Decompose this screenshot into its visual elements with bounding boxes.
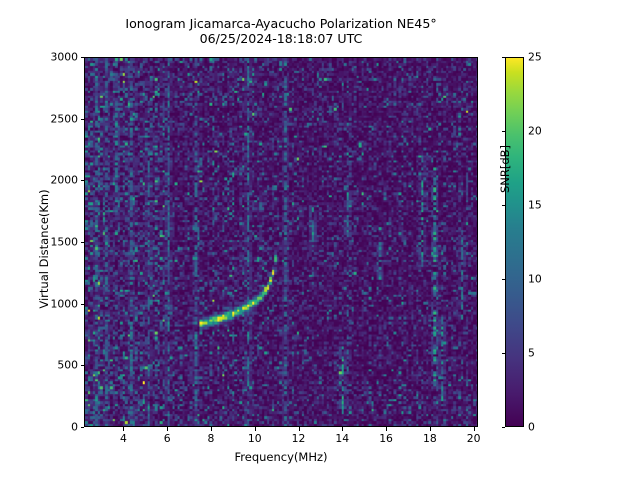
x-tick-label: 20	[466, 432, 481, 445]
colorbar-tick-label: 5	[528, 346, 535, 360]
y-tick-mark	[80, 180, 84, 182]
y-tick-label: 3000	[50, 50, 78, 64]
x-tick-label: 8	[207, 432, 215, 445]
y-tick-label: 2000	[50, 173, 78, 187]
x-tick-label: 16	[379, 432, 393, 445]
x-tick-mark	[342, 427, 344, 431]
colorbar-tick-mark	[501, 353, 505, 354]
x-tick-mark	[167, 427, 169, 431]
y-axis-label: Virtual Distance(Km)	[37, 189, 51, 309]
colorbar-tick-mark	[501, 427, 505, 428]
x-tick-label: 10	[247, 432, 262, 445]
x-tick-mark	[210, 427, 212, 431]
ionogram-plot-area	[84, 57, 478, 427]
y-tick-mark	[80, 242, 84, 243]
colorbar-tick-label: 20	[528, 124, 542, 138]
colorbar-label: SNR[dB]	[498, 144, 512, 194]
colorbar-tick-label: 15	[528, 198, 542, 212]
x-tick-mark	[123, 427, 125, 431]
x-tick-mark	[386, 427, 388, 431]
y-tick-label: 1000	[50, 297, 78, 311]
colorbar-tick-mark	[501, 131, 505, 132]
y-tick-label: 0	[71, 420, 78, 434]
y-tick-mark	[80, 427, 84, 428]
y-tick-label: 500	[57, 358, 78, 372]
chart-title: Ionogram Jicamarca-Ayacucho Polarization…	[84, 16, 478, 46]
x-tick-label: 4	[119, 432, 127, 445]
x-tick-mark	[254, 427, 256, 431]
colorbar-tick-mark	[501, 279, 505, 280]
chart-title-line-2: 06/25/2024-18:18:07 UTC	[199, 31, 363, 46]
y-tick-mark	[80, 57, 84, 58]
x-tick-label: 14	[335, 432, 350, 445]
x-axis-label: Frequency(MHz)	[234, 450, 328, 464]
chart-title-line-1: Ionogram Jicamarca-Ayacucho Polarization…	[125, 16, 437, 31]
colorbar-tick-mark	[501, 205, 505, 206]
colorbar	[505, 57, 524, 427]
x-tick-label: 12	[291, 432, 306, 445]
y-tick-mark	[80, 118, 84, 120]
x-tick-mark	[298, 427, 300, 431]
colorbar-tick-label: 10	[528, 272, 542, 286]
y-tick-mark	[80, 365, 84, 367]
colorbar-tick-mark	[501, 57, 505, 58]
colorbar-tick-label: 25	[528, 50, 542, 64]
y-tick-label: 2500	[50, 112, 78, 126]
x-tick-label: 18	[422, 432, 437, 445]
y-tick-label: 1500	[50, 235, 78, 249]
x-tick-mark	[429, 427, 431, 431]
ionogram-heatmap-canvas	[85, 58, 477, 426]
y-tick-mark	[80, 303, 84, 305]
x-tick-label: 6	[163, 432, 171, 445]
x-tick-mark	[473, 427, 475, 431]
colorbar-tick-label: 0	[528, 420, 535, 434]
